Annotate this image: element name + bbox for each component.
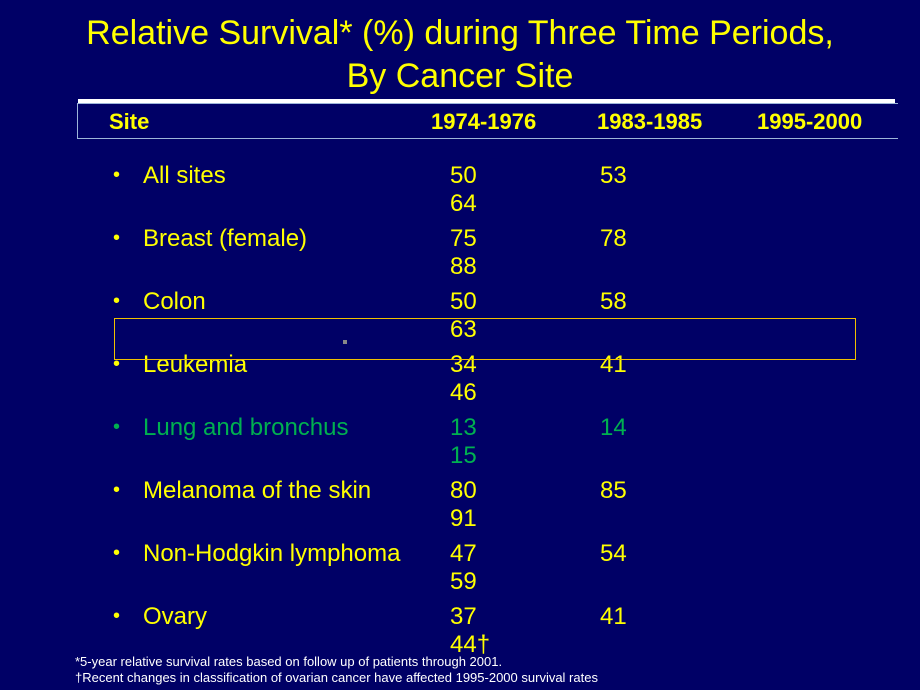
value-1974: 47 <box>450 540 477 568</box>
value-1983: 78 <box>600 225 627 253</box>
footnotes: *5-year relative survival rates based on… <box>75 654 598 687</box>
site-label: Breast (female) <box>143 225 307 253</box>
col-header-1995: 1995-2000 <box>757 109 862 135</box>
bullet-icon: • <box>113 227 120 250</box>
highlight-box <box>114 318 856 360</box>
bullet-icon: • <box>113 542 120 565</box>
value-1974: 80 <box>450 477 477 505</box>
value-1995: 91 <box>450 505 477 533</box>
table-row: • Non-Hodgkin lymphoma 47 54 59 <box>0 538 920 601</box>
value-1983: 41 <box>600 603 627 631</box>
value-1983: 54 <box>600 540 627 568</box>
value-1983: 53 <box>600 162 627 190</box>
site-label: Melanoma of the skin <box>143 477 371 505</box>
value-1995: 46 <box>450 379 477 407</box>
table-body: • All sites 50 53 64 • Breast (female) 7… <box>0 160 920 641</box>
value-1995: 59 <box>450 568 477 596</box>
footnote-line: *5-year relative survival rates based on… <box>75 654 598 670</box>
value-1983: 58 <box>600 288 627 316</box>
value-1974: 13 <box>450 414 477 442</box>
value-1995: 64 <box>450 190 477 218</box>
col-header-site: Site <box>109 109 149 135</box>
value-1974: 50 <box>450 288 477 316</box>
bullet-icon: • <box>113 605 120 628</box>
col-header-1974: 1974-1976 <box>431 109 536 135</box>
value-1974: 37 <box>450 603 477 631</box>
slide: Relative Survival* (%) during Three Time… <box>0 0 920 690</box>
site-label: Lung and bronchus <box>143 414 349 442</box>
table-row: • Lung and bronchus 13 14 15 <box>0 412 920 475</box>
site-label: Non-Hodgkin lymphoma <box>143 540 400 568</box>
value-1995: 88 <box>450 253 477 281</box>
value-1983: 14 <box>600 414 627 442</box>
value-1974: 50 <box>450 162 477 190</box>
table-row: • Melanoma of the skin 80 85 91 <box>0 475 920 538</box>
footnote-line: †Recent changes in classification of ova… <box>75 670 598 686</box>
table-row: • All sites 50 53 64 <box>0 160 920 223</box>
site-label: All sites <box>143 162 226 190</box>
bullet-icon: • <box>113 164 120 187</box>
slide-title: Relative Survival* (%) during Three Time… <box>0 0 920 97</box>
col-header-1983: 1983-1985 <box>597 109 702 135</box>
table-row: • Ovary 37 41 44† <box>0 601 920 641</box>
value-1995: 15 <box>450 442 477 470</box>
value-1974: 75 <box>450 225 477 253</box>
bullet-icon: • <box>113 416 120 439</box>
site-label: Ovary <box>143 603 207 631</box>
bullet-icon: • <box>113 479 120 502</box>
table-row: • Breast (female) 75 78 88 <box>0 223 920 286</box>
bullet-icon: • <box>113 290 120 313</box>
site-label: Colon <box>143 288 206 316</box>
value-1983: 85 <box>600 477 627 505</box>
cursor-marker-icon <box>343 340 347 344</box>
